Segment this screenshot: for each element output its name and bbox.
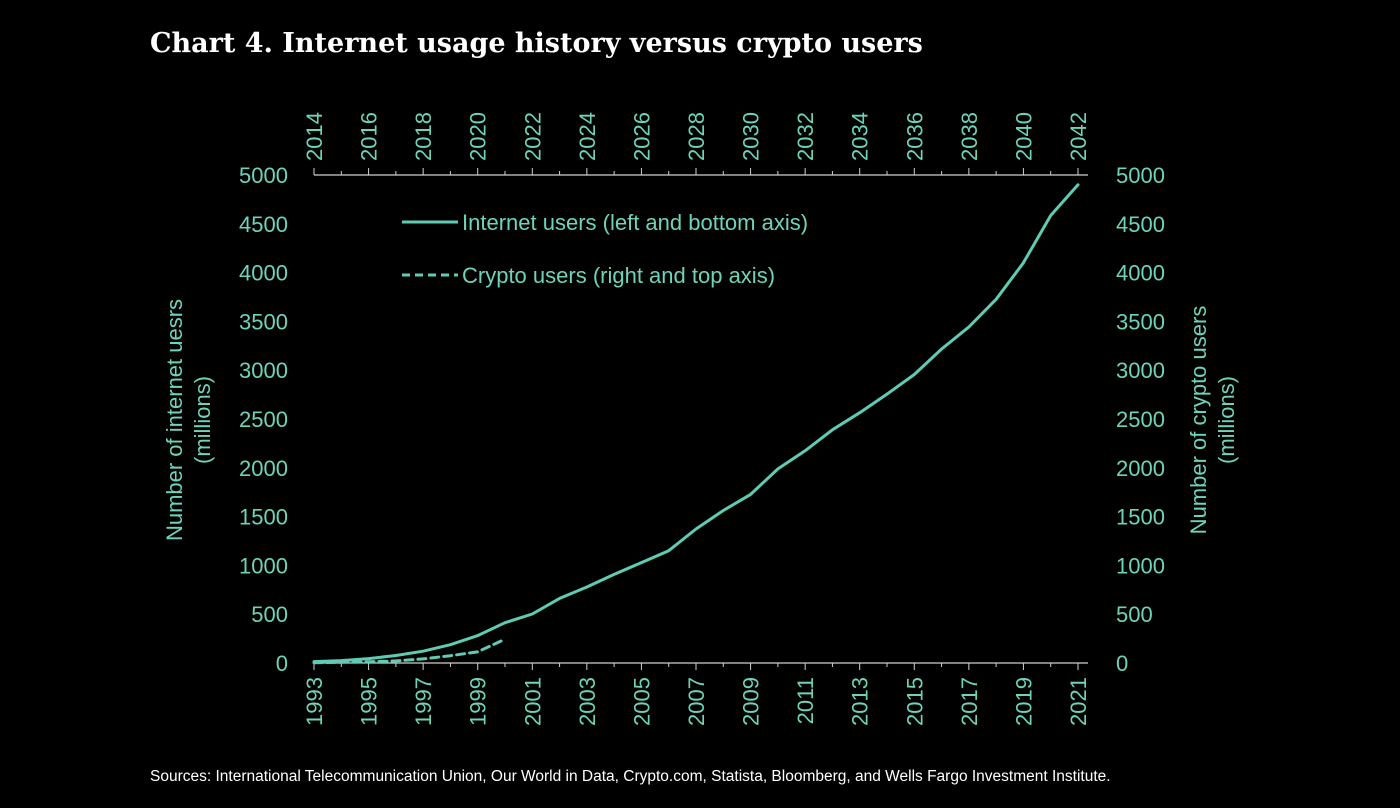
bottom-x-tick-label: 1997 (411, 677, 436, 726)
axis-label-line: (millions) (190, 376, 215, 464)
bottom-x-axis: 1993 1995 1997 1999 2001 2003 2005 2007 2009 2011… (302, 662, 1091, 726)
left-y-tick-label: 3000 (239, 358, 288, 383)
axis-label-line: (millions) (1214, 376, 1239, 464)
top-x-tick-label: 2024 (575, 112, 600, 161)
left-y-tick-label: 1000 (239, 553, 288, 578)
top-x-tick-label: 2014 (302, 112, 327, 161)
right-y-tick-label: 3000 (1116, 358, 1165, 383)
top-x-tick-label: 2036 (902, 112, 927, 161)
top-x-axis: 2014 2016 2018 2020 2022 2024 2026 2028 2030 2032… (302, 112, 1091, 176)
bottom-x-tick-label: 2017 (957, 677, 982, 726)
right-y-tick-label: 0 (1116, 651, 1128, 676)
right-y-tick-label: 1500 (1116, 505, 1165, 530)
top-x-tick-label: 2042 (1066, 112, 1091, 161)
series-layer (312, 183, 1080, 665)
bottom-x-tick-label: 1993 (302, 677, 327, 726)
right-y-axis: 0 500 1000 1500 2000 2500 3000 3500 4000 4500 5000 (1116, 163, 1165, 676)
bottom-x-tick-label: 2003 (575, 677, 600, 726)
bottom-x-tick-label: 2015 (902, 677, 927, 726)
top-x-tick-label: 2034 (848, 112, 873, 161)
right-y-tick-label: 2500 (1116, 407, 1165, 432)
right-y-tick-label: 500 (1116, 602, 1153, 627)
left-y-tick-label: 3500 (239, 309, 288, 334)
top-x-tick-label: 2020 (466, 112, 491, 161)
bottom-x-tick-label: 1999 (466, 677, 491, 726)
right-y-tick-label: 2000 (1116, 456, 1165, 481)
legend: Internet users (left and bottom axis) Cry… (402, 210, 808, 288)
legend-label: Internet users (left and bottom axis) (462, 210, 808, 235)
bottom-x-tick-label: 2007 (684, 677, 709, 726)
top-x-tick-label: 2030 (739, 112, 764, 161)
top-x-tick-label: 2040 (1011, 112, 1036, 161)
top-x-tick-label: 2026 (629, 112, 654, 161)
right-y-tick-label: 4500 (1116, 212, 1165, 237)
top-x-tick-label: 2038 (957, 112, 982, 161)
sources-note: Sources: International Telecommunication… (150, 768, 1111, 785)
left-y-tick-label: 2000 (239, 456, 288, 481)
left-axis-label: Number of internet uesrs (millions) (162, 299, 215, 541)
left-y-tick-label: 0 (276, 651, 288, 676)
axis-label-line: Number of crypto users (1186, 306, 1211, 535)
left-y-tick-label: 1500 (239, 505, 288, 530)
axis-label-line: Number of internet uesrs (162, 299, 187, 541)
left-y-tick-label: 500 (251, 602, 288, 627)
top-x-tick-label: 2018 (411, 112, 436, 161)
right-y-tick-label: 3500 (1116, 309, 1165, 334)
bottom-x-tick-label: 2021 (1066, 677, 1091, 726)
internet-users-line (312, 183, 1080, 664)
bottom-x-tick-label: 2009 (739, 677, 764, 726)
bottom-x-tick-label: 2001 (520, 677, 545, 726)
left-y-tick-label: 4500 (239, 212, 288, 237)
bottom-x-tick-label: 1995 (357, 677, 382, 726)
chart-title: Chart 4. Internet usage history versus c… (150, 28, 923, 59)
bottom-x-tick-label: 2005 (629, 677, 654, 726)
right-axis-label: Number of crypto users (millions) (1186, 306, 1239, 535)
right-y-tick-label: 4000 (1116, 261, 1165, 286)
crypto-users-line (312, 637, 507, 665)
bottom-x-tick-label: 2013 (848, 677, 873, 726)
left-y-tick-label: 4000 (239, 261, 288, 286)
bottom-x-tick-label: 2019 (1011, 677, 1036, 726)
top-x-tick-label: 2028 (684, 112, 709, 161)
left-y-tick-label: 2500 (239, 407, 288, 432)
chart-plot: 0500100015002000250030003500400045005000… (162, 112, 1239, 726)
left-y-tick-label: 5000 (239, 163, 288, 188)
bottom-x-tick-label: 2011 (793, 677, 818, 724)
top-x-tick-label: 2016 (357, 112, 382, 161)
right-y-tick-label: 1000 (1116, 553, 1165, 578)
legend-label: Crypto users (right and top axis) (462, 263, 775, 288)
right-y-tick-label: 5000 (1116, 163, 1165, 188)
top-x-tick-label: 2032 (793, 112, 818, 161)
top-x-tick-label: 2022 (520, 112, 545, 161)
left-y-axis: 0 500 1000 1500 2000 2500 3000 3500 4000 4500 5000 (239, 163, 288, 676)
